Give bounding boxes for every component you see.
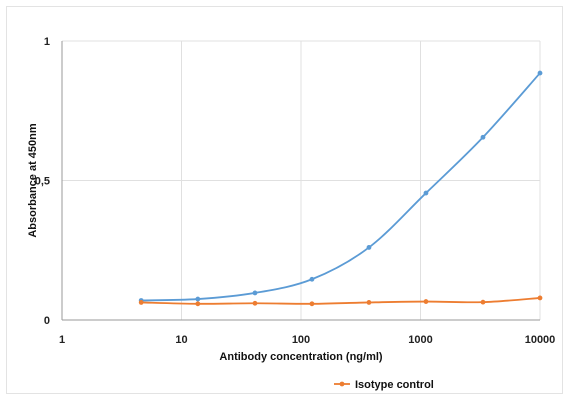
chart-frame (6, 6, 563, 394)
y-axis-title: Absorbance at 450nm (27, 123, 39, 238)
series-1-point (309, 276, 315, 282)
axes (61, 41, 540, 321)
y-tick-label: 0 (44, 315, 50, 327)
series-2-point (309, 301, 315, 307)
x-tick-label: 100 (292, 334, 310, 346)
y-tick-label: 0,5 (35, 176, 50, 188)
series-2-point (252, 300, 258, 306)
series-1-point (195, 296, 201, 302)
x-tick-label: 10000 (525, 334, 556, 346)
series-1-point (423, 190, 429, 196)
series-line-2 (141, 297, 541, 305)
series-1-point (252, 290, 258, 296)
x-tick-label: 1 (59, 334, 65, 346)
series-1-point (366, 245, 372, 250)
series-line-1 (141, 72, 541, 302)
series-group (138, 70, 543, 307)
x-axis-title: Antibody concentration (ng/ml) (219, 351, 382, 363)
series-1-point (537, 70, 543, 76)
legend-label: Isotype control (355, 379, 434, 391)
x-tick-label: 1000 (408, 334, 432, 346)
series-1-point (480, 134, 486, 140)
legend-marker-point (339, 381, 345, 387)
series-2-point (480, 299, 486, 305)
series-2-point (138, 300, 144, 305)
y-tick-label: 1 (44, 36, 50, 48)
legend: Isotype control (334, 379, 434, 391)
x-tick-label: 10 (175, 334, 187, 346)
tick-labels: 1 10 100 1000 10000 0 0,5 1 (35, 36, 556, 346)
grid-lines (62, 40, 541, 320)
series-2-point (537, 295, 543, 301)
series-2-point (423, 299, 429, 304)
series-2-point (366, 300, 372, 305)
series-2-point (195, 301, 201, 307)
